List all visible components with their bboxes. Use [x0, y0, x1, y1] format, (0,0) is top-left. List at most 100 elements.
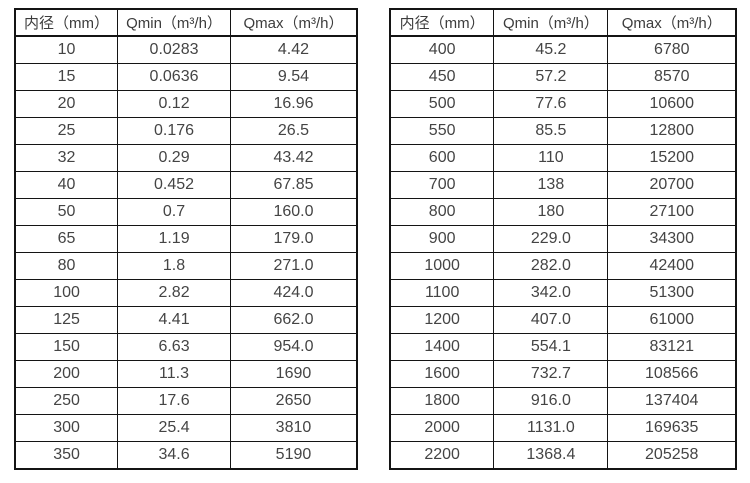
header-row: 内径（mm） Qmin（m³/h） Qmax（m³/h）	[14, 8, 358, 37]
table-cell: 1.19	[117, 225, 231, 253]
table-cell: 800	[389, 198, 495, 226]
table-cell: 0.0636	[117, 63, 231, 91]
table-cell: 205258	[607, 441, 737, 470]
table-cell: 6.63	[117, 333, 231, 361]
table-row: 32 0.29 43.42	[14, 144, 358, 172]
table-cell: 16.96	[229, 90, 358, 118]
table-cell: 138	[493, 171, 609, 199]
table-cell: 10	[14, 35, 119, 64]
table-cell: 32	[14, 144, 119, 172]
table-cell: 0.176	[117, 117, 231, 145]
table-cell: 137404	[607, 387, 737, 415]
table-body: 10 0.0283 4.42 15 0.0636 9.54 20 0.12 16.96 25 0.1…	[14, 35, 358, 470]
table-row: 450 57.2 8570	[389, 63, 737, 91]
table-cell: 1100	[389, 279, 495, 307]
table-cell: 500	[389, 90, 495, 118]
table-row: 125 4.41 662.0	[14, 306, 358, 334]
table-cell: 450	[389, 63, 495, 91]
table-cell: 8570	[607, 63, 737, 91]
table-cell: 2000	[389, 414, 495, 442]
table-row: 600 110 15200	[389, 144, 737, 172]
table-cell: 67.85	[229, 171, 358, 199]
table-cell: 200	[14, 360, 119, 388]
column-header: Qmin（m³/h）	[117, 8, 231, 37]
table-cell: 42400	[607, 252, 737, 280]
table-row: 900 229.0 34300	[389, 225, 737, 253]
table-cell: 400	[389, 35, 495, 64]
table-cell: 1690	[229, 360, 358, 388]
table-cell: 100	[14, 279, 119, 307]
table-row: 25 0.176 26.5	[14, 117, 358, 145]
table-body: 400 45.2 6780 450 57.2 8570 500 77.6 10600 550 85.…	[389, 35, 737, 470]
table-cell: 1368.4	[493, 441, 609, 470]
table-cell: 27100	[607, 198, 737, 226]
table-row: 1100 342.0 51300	[389, 279, 737, 307]
table-cell: 15200	[607, 144, 737, 172]
table-row: 2200 1368.4 205258	[389, 441, 737, 470]
table-cell: 300	[14, 414, 119, 442]
table-cell: 11.3	[117, 360, 231, 388]
table-cell: 51300	[607, 279, 737, 307]
table-cell: 150	[14, 333, 119, 361]
table-cell: 17.6	[117, 387, 231, 415]
table-cell: 1.8	[117, 252, 231, 280]
table-row: 2000 1131.0 169635	[389, 414, 737, 442]
flow-rate-table-small-diameters: 内径（mm） Qmin（m³/h） Qmax（m³/h） 10 0.0283 4.42 1…	[14, 8, 358, 470]
table-row: 1400 554.1 83121	[389, 333, 737, 361]
table-cell: 2650	[229, 387, 358, 415]
table-cell: 1400	[389, 333, 495, 361]
table-header: 内径（mm） Qmin（m³/h） Qmax（m³/h）	[389, 8, 737, 37]
table-row: 550 85.5 12800	[389, 117, 737, 145]
table-cell: 110	[493, 144, 609, 172]
table-cell: 57.2	[493, 63, 609, 91]
table-cell: 424.0	[229, 279, 358, 307]
table-cell: 65	[14, 225, 119, 253]
table-row: 300 25.4 3810	[14, 414, 358, 442]
table-cell: 0.452	[117, 171, 231, 199]
table-cell: 6780	[607, 35, 737, 64]
table-row: 1200 407.0 61000	[389, 306, 737, 334]
table-row: 10 0.0283 4.42	[14, 35, 358, 64]
table-cell: 1200	[389, 306, 495, 334]
table-cell: 34.6	[117, 441, 231, 470]
table-cell: 77.6	[493, 90, 609, 118]
table-cell: 0.7	[117, 198, 231, 226]
table-row: 200 11.3 1690	[14, 360, 358, 388]
table-cell: 407.0	[493, 306, 609, 334]
table-cell: 25	[14, 117, 119, 145]
table-row: 350 34.6 5190	[14, 441, 358, 470]
column-header: Qmax（m³/h）	[229, 8, 358, 37]
table-cell: 26.5	[229, 117, 358, 145]
table-row: 40 0.452 67.85	[14, 171, 358, 199]
table-cell: 271.0	[229, 252, 358, 280]
table-cell: 5190	[229, 441, 358, 470]
table-cell: 10600	[607, 90, 737, 118]
table-row: 500 77.6 10600	[389, 90, 737, 118]
table-cell: 179.0	[229, 225, 358, 253]
table-cell: 250	[14, 387, 119, 415]
table-cell: 282.0	[493, 252, 609, 280]
table-cell: 9.54	[229, 63, 358, 91]
table-row: 1600 732.7 108566	[389, 360, 737, 388]
table-cell: 80	[14, 252, 119, 280]
table-cell: 12800	[607, 117, 737, 145]
column-header: Qmax（m³/h）	[607, 8, 737, 37]
table-cell: 600	[389, 144, 495, 172]
table-cell: 1600	[389, 360, 495, 388]
table-cell: 342.0	[493, 279, 609, 307]
table-cell: 15	[14, 63, 119, 91]
table-row: 800 180 27100	[389, 198, 737, 226]
table-cell: 83121	[607, 333, 737, 361]
table-cell: 125	[14, 306, 119, 334]
table-cell: 916.0	[493, 387, 609, 415]
table-row: 20 0.12 16.96	[14, 90, 358, 118]
table-row: 150 6.63 954.0	[14, 333, 358, 361]
table-row: 1800 916.0 137404	[389, 387, 737, 415]
table-row: 250 17.6 2650	[14, 387, 358, 415]
table-cell: 1131.0	[493, 414, 609, 442]
table-row: 65 1.19 179.0	[14, 225, 358, 253]
table-cell: 25.4	[117, 414, 231, 442]
table-cell: 180	[493, 198, 609, 226]
table-cell: 20700	[607, 171, 737, 199]
table-header: 内径（mm） Qmin（m³/h） Qmax（m³/h）	[14, 8, 358, 37]
